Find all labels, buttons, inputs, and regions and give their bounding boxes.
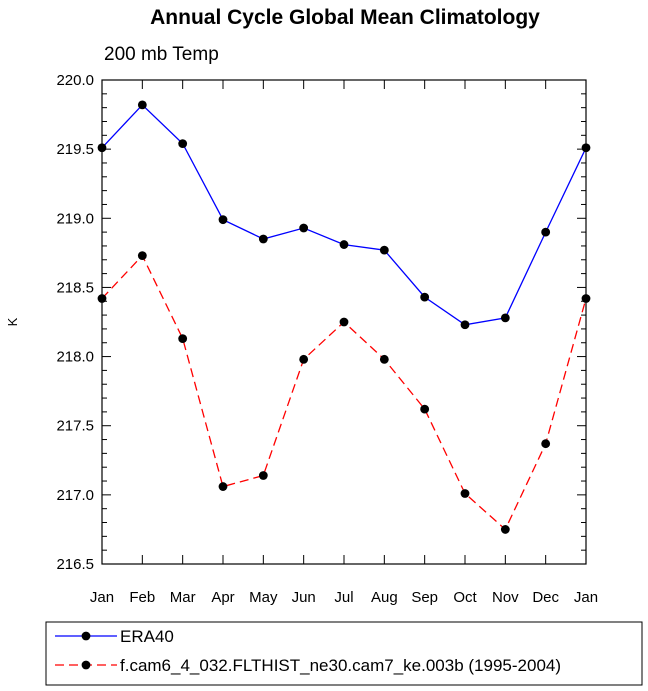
legend-box xyxy=(45,621,643,686)
data-point xyxy=(258,234,268,244)
x-tick-label: Jan xyxy=(574,589,598,606)
y-tick-label: 219.5 xyxy=(56,141,94,158)
data-point xyxy=(137,100,147,110)
data-point xyxy=(299,354,309,364)
chart-title: Annual Cycle Global Mean Climatology xyxy=(150,6,540,29)
x-tick-label: May xyxy=(249,589,278,606)
y-axis-label: K xyxy=(5,317,20,326)
data-point xyxy=(379,245,389,255)
data-point xyxy=(339,317,349,327)
y-tick-label: 220.0 xyxy=(56,72,94,89)
data-point xyxy=(541,439,551,449)
series-layer xyxy=(97,100,591,534)
x-tick-label: Mar xyxy=(170,589,196,606)
data-point xyxy=(258,471,268,480)
data-point xyxy=(420,292,430,302)
data-point xyxy=(500,525,510,534)
legend-label: f.cam6_4_032.FLTHIST_ne30.cam7_ke.003b (… xyxy=(120,656,561,675)
y-tick-label: 218.0 xyxy=(56,349,94,366)
legend: ERA40 f.cam6_4_032.FLTHIST_ne30.cam7_ke.0… xyxy=(45,621,643,686)
data-point xyxy=(339,240,349,249)
plot-frame xyxy=(101,79,587,565)
data-point xyxy=(299,223,309,233)
x-tick-label: Feb xyxy=(129,589,155,606)
data-point xyxy=(460,489,470,498)
data-point xyxy=(541,227,551,237)
x-tick-label: Sep xyxy=(411,589,438,606)
y-tick-label: 219.0 xyxy=(56,210,94,227)
series-era40 xyxy=(97,100,591,330)
chart-subtitle: 200 mb Temp xyxy=(104,44,219,65)
data-point xyxy=(178,139,188,149)
x-tick-label: Jun xyxy=(292,589,316,606)
x-tick-label: Dec xyxy=(532,589,559,606)
data-point xyxy=(218,482,228,491)
y-tick-label: 218.5 xyxy=(56,279,94,296)
data-point xyxy=(178,334,188,343)
data-point xyxy=(218,215,228,225)
series-model xyxy=(97,251,591,534)
data-point xyxy=(500,313,510,323)
data-point xyxy=(460,320,470,330)
data-point xyxy=(379,354,389,364)
x-tick-label: Jul xyxy=(334,589,353,606)
legend-label: ERA40 xyxy=(120,627,174,646)
x-tick-labels: Jan Feb Mar Apr May Jun Jul Aug Sep Oct Nov Dec Jan xyxy=(90,589,598,606)
x-tick-label: Jan xyxy=(90,589,114,606)
x-tick-label: Oct xyxy=(453,589,477,606)
x-tick-label: Nov xyxy=(492,589,519,606)
legend-marker xyxy=(81,660,91,670)
y-tick-labels: 216.5 217.0 217.5 218.0 218.5 219.0 219.5 220.0 xyxy=(56,72,94,573)
legend-marker xyxy=(81,631,91,641)
x-tick-label: Aug xyxy=(371,589,398,606)
x-tick-label: Apr xyxy=(211,589,234,606)
series-line xyxy=(101,254,587,531)
series-line xyxy=(101,103,587,326)
y-tick-label: 216.5 xyxy=(56,556,94,573)
data-point xyxy=(137,251,147,261)
data-point xyxy=(420,404,430,414)
y-tick-label: 217.5 xyxy=(56,418,94,435)
y-tick-label: 217.0 xyxy=(56,487,94,504)
